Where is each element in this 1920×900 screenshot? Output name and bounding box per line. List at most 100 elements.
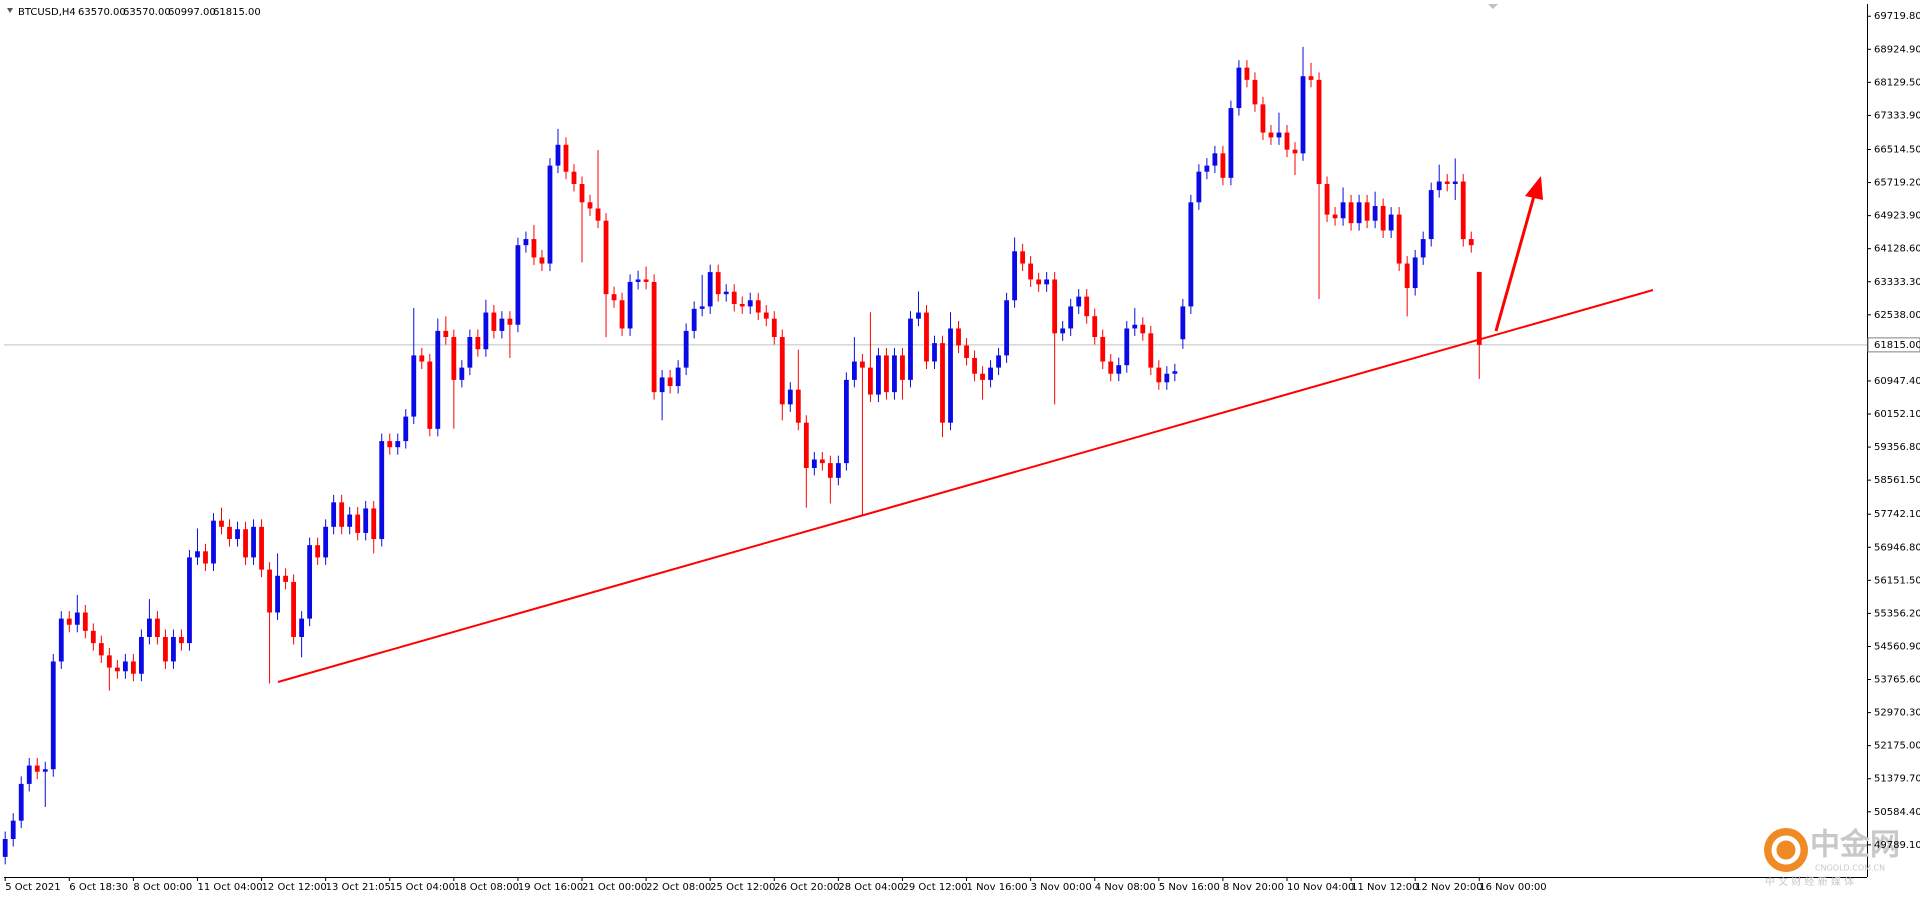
candle-body	[956, 328, 961, 346]
candle-body	[859, 361, 865, 368]
candle-body	[1172, 371, 1178, 374]
candle-body	[555, 144, 561, 166]
candle-body	[916, 312, 921, 319]
x-tick-label: 10 Nov 04:00	[1287, 882, 1354, 893]
watermark-slogan: 中 文 财 经 新 媒 体	[1765, 875, 1854, 888]
candle-body	[779, 337, 785, 405]
candle-body	[1076, 296, 1082, 307]
candle-body	[1236, 67, 1242, 109]
ohlc-high: 63570.00	[123, 7, 171, 18]
y-tick-label: 59356.80	[1874, 442, 1920, 453]
y-tick-label: 62538.00	[1874, 310, 1920, 321]
ohlc-low: 60997.00	[168, 7, 216, 18]
candle-body	[1356, 202, 1362, 224]
candle-body	[595, 208, 601, 221]
candle-body	[523, 239, 529, 246]
x-tick-label: 8 Oct 00:00	[133, 882, 192, 893]
candle-body	[1204, 165, 1210, 172]
y-tick-label: 52970.30	[1874, 708, 1920, 719]
candle-body	[315, 545, 321, 558]
y-tick-label: 50584.40	[1874, 807, 1920, 818]
candle-body	[235, 529, 240, 540]
candle-body	[1116, 365, 1122, 374]
candle-body	[579, 183, 585, 203]
candle-body	[900, 355, 905, 380]
candle-body	[932, 343, 937, 362]
x-tick-label: 15 Oct 04:00	[390, 882, 455, 893]
candle-body	[1228, 108, 1234, 178]
candle-body	[1092, 316, 1098, 338]
candle-body	[187, 557, 192, 644]
candle-body	[1364, 202, 1370, 221]
candle-body	[659, 377, 665, 393]
candle-body	[427, 361, 433, 429]
candle-body	[787, 389, 793, 405]
candle-body	[42, 769, 48, 772]
candle-body	[34, 765, 40, 772]
candle-body	[1284, 132, 1290, 150]
candle-body	[1476, 271, 1482, 345]
candle-body	[603, 220, 609, 295]
y-tick-label: 53765.60	[1874, 675, 1920, 686]
candle-body	[323, 526, 329, 558]
y-tick-label: 68129.50	[1874, 77, 1920, 88]
candle-body	[1028, 263, 1034, 280]
candle-body	[251, 526, 256, 558]
candle-body	[1372, 206, 1378, 221]
y-tick-label: 60947.40	[1874, 376, 1920, 387]
candle-body	[491, 312, 497, 331]
y-tick-label: 68924.90	[1874, 44, 1920, 55]
candle-body	[130, 661, 136, 674]
candle-body	[1452, 181, 1458, 184]
candle-body	[122, 661, 128, 672]
candle-body	[163, 636, 168, 662]
candle-body	[1180, 306, 1186, 340]
candle-body	[1156, 367, 1162, 383]
x-tick-label: 29 Oct 12:00	[902, 882, 967, 893]
candle-body	[307, 545, 313, 619]
candle-body	[819, 459, 825, 464]
candle-body	[876, 355, 881, 395]
x-tick-label: 18 Oct 08:00	[454, 882, 519, 893]
candle-body	[908, 318, 913, 380]
candle-body	[988, 367, 993, 380]
candle-body	[1012, 251, 1018, 301]
y-tick-label: 51379.70	[1874, 774, 1920, 785]
candle-body	[1252, 79, 1258, 105]
x-tick-label: 22 Oct 08:00	[646, 882, 711, 893]
candle-body	[964, 345, 969, 358]
candle-body	[1340, 202, 1346, 219]
y-tick-label: 64128.60	[1874, 244, 1920, 255]
x-tick-label: 12 Oct 12:00	[262, 882, 327, 893]
x-tick-label: 1 Nov 16:00	[967, 882, 1028, 893]
candle-body	[539, 257, 545, 264]
candle-body	[50, 661, 56, 770]
candle-body	[1292, 149, 1298, 154]
candle-body	[267, 569, 272, 613]
candle-body	[411, 355, 417, 417]
y-tick-label: 57742.10	[1874, 509, 1920, 520]
candle-body	[1444, 181, 1450, 184]
y-tick-label: 56946.80	[1874, 542, 1920, 553]
candle-body	[651, 281, 657, 393]
watermark: 中金网 CNGOLD.COM.CN 中 文 财 经 新 媒 体	[1764, 828, 1900, 888]
candle-body	[1348, 202, 1354, 224]
candle-body	[611, 294, 617, 301]
candle-body	[940, 343, 945, 423]
candle-body	[1004, 300, 1010, 356]
candle-body	[531, 239, 537, 258]
candle-body	[155, 618, 160, 637]
candle-body	[483, 312, 489, 350]
ohlc-open: 63570.00	[78, 7, 126, 18]
y-tick-label: 67333.90	[1874, 110, 1920, 121]
candle-body	[835, 463, 841, 478]
candle-body	[699, 306, 705, 309]
candle-body	[715, 272, 721, 295]
candle-body	[1260, 104, 1266, 133]
candle-body	[419, 355, 425, 362]
candle-body	[1196, 171, 1202, 203]
y-tick-label: 52175.00	[1874, 741, 1920, 752]
candle-body	[1468, 239, 1474, 246]
